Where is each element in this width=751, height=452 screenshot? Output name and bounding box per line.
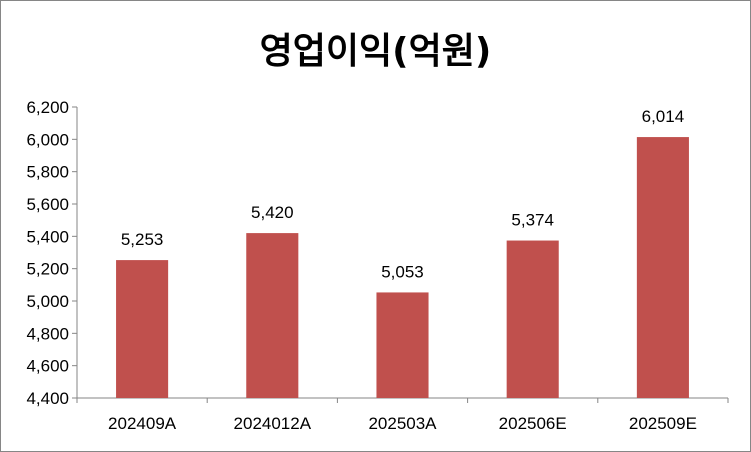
data-label: 5,374 [511, 211, 554, 230]
x-tick-label: 202509E [629, 414, 697, 433]
y-tick-label: 5,400 [26, 227, 69, 246]
x-tick-label: 2024012A [234, 414, 312, 433]
chart-title: 영업이익(억원) [259, 31, 492, 72]
bar [506, 240, 559, 398]
y-tick-label: 6,000 [26, 130, 69, 149]
y-axis: 4,400 4,600 4,800 5,000 5,200 5,400 5,600 5,800… [26, 98, 78, 408]
bar [246, 233, 299, 398]
y-tick-label: 4,600 [26, 357, 69, 376]
data-label: 5,053 [381, 262, 424, 281]
y-tick-label: 5,600 [26, 195, 69, 214]
bar [636, 137, 689, 398]
x-tick-label: 202409A [108, 414, 177, 433]
y-tick-label: 4,800 [26, 324, 69, 343]
x-tick-label: 202503A [368, 414, 437, 433]
y-tick-label: 5,800 [26, 163, 69, 182]
y-tick-label: 4,400 [26, 389, 69, 408]
bar [116, 260, 169, 398]
y-tick-label: 6,200 [26, 98, 69, 117]
bar [376, 292, 429, 398]
data-label: 6,014 [642, 107, 685, 126]
data-label: 5,420 [251, 203, 294, 222]
y-tick-label: 5,000 [26, 292, 69, 311]
x-tick-label: 202506E [499, 414, 567, 433]
x-axis: 202409A 2024012A 202503A 202506E 202509E [76, 397, 729, 433]
data-label: 5,253 [121, 230, 164, 249]
data-labels: 5,253 5,420 5,053 5,374 6,014 [121, 107, 684, 281]
y-tick-label: 5,200 [26, 260, 69, 279]
bars [116, 137, 689, 398]
